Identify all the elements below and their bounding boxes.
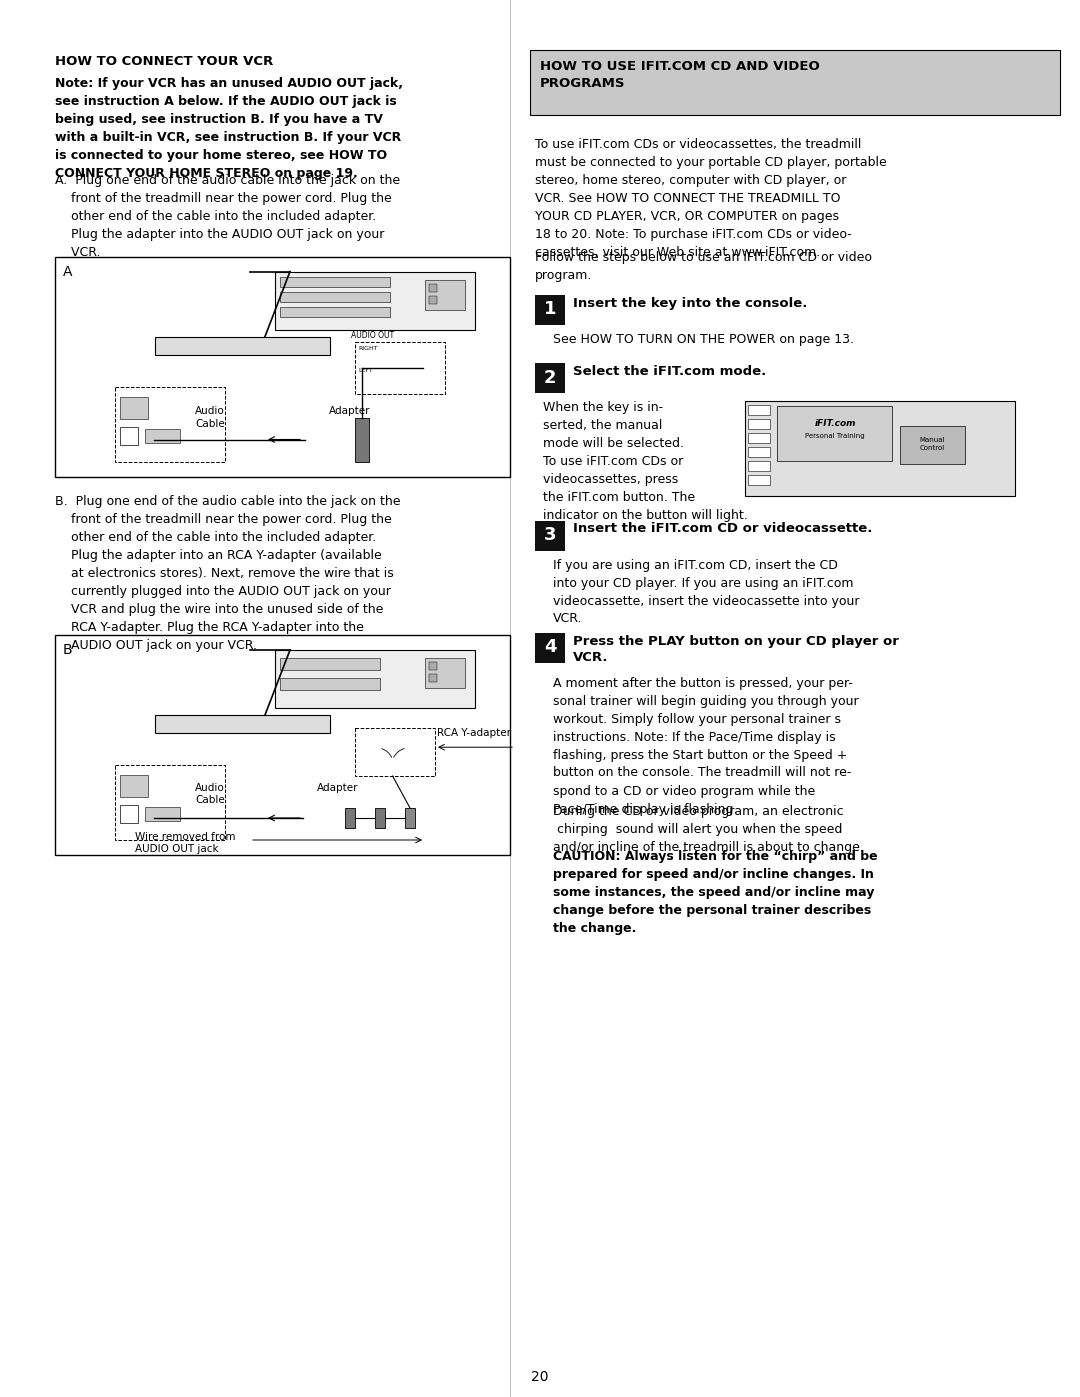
Text: AUDIO OUT: AUDIO OUT xyxy=(351,331,394,341)
Text: Personal Training: Personal Training xyxy=(806,433,865,439)
Bar xyxy=(355,341,445,394)
Bar xyxy=(156,337,330,355)
Circle shape xyxy=(161,394,189,422)
Bar xyxy=(114,766,225,840)
Text: RIGHT: RIGHT xyxy=(357,345,378,351)
Text: Manual
Control: Manual Control xyxy=(919,437,945,450)
Bar xyxy=(426,658,465,687)
Text: If you are using an iFIT.com CD, insert the CD
into your CD player. If you are u: If you are using an iFIT.com CD, insert … xyxy=(553,559,860,626)
Bar xyxy=(535,633,565,662)
Bar xyxy=(426,279,465,310)
Text: 20: 20 xyxy=(531,1370,549,1384)
Text: B: B xyxy=(63,643,72,657)
Text: RCA Y-adapter: RCA Y-adapter xyxy=(437,728,511,738)
Bar xyxy=(280,306,390,317)
Bar xyxy=(535,363,565,393)
Text: Press the PLAY button on your CD player or
VCR.: Press the PLAY button on your CD player … xyxy=(573,634,899,664)
Text: A: A xyxy=(63,264,72,278)
Bar xyxy=(748,405,770,415)
Text: 4: 4 xyxy=(543,638,556,657)
Text: HOW TO USE IFIT.COM CD AND VIDEO
PROGRAMS: HOW TO USE IFIT.COM CD AND VIDEO PROGRAM… xyxy=(540,60,820,89)
Text: During the CD or video program, an electronic
 chirping  sound will alert you wh: During the CD or video program, an elect… xyxy=(553,805,864,854)
Circle shape xyxy=(312,725,328,740)
Text: LEFT: LEFT xyxy=(357,367,373,373)
Bar xyxy=(535,521,565,550)
Bar xyxy=(55,636,510,855)
Text: Audio
Cable: Audio Cable xyxy=(195,407,225,429)
Bar xyxy=(280,277,390,286)
Text: iFIT.com: iFIT.com xyxy=(814,419,855,427)
Circle shape xyxy=(372,738,387,754)
Bar xyxy=(114,387,225,461)
Text: Insert the iFIT.com CD or videocassette.: Insert the iFIT.com CD or videocassette. xyxy=(573,522,873,535)
Bar xyxy=(748,419,770,429)
Bar xyxy=(120,805,138,823)
Text: See HOW TO TURN ON THE POWER on page 13.: See HOW TO TURN ON THE POWER on page 13. xyxy=(553,332,854,345)
Bar xyxy=(120,775,148,798)
Text: B.  Plug one end of the audio cable into the jack on the
    front of the treadm: B. Plug one end of the audio cable into … xyxy=(55,495,401,651)
Text: 2: 2 xyxy=(543,369,556,387)
Text: 3: 3 xyxy=(543,527,556,545)
Bar xyxy=(120,426,138,444)
Text: CAUTION: Always listen for the “chirp” and be
prepared for speed and/or incline : CAUTION: Always listen for the “chirp” a… xyxy=(553,849,878,935)
Bar xyxy=(280,658,380,671)
Bar xyxy=(145,429,180,443)
Text: To use iFIT.com CDs or videocassettes, the treadmill
must be connected to your p: To use iFIT.com CDs or videocassettes, t… xyxy=(535,138,887,258)
Bar xyxy=(900,426,966,464)
Bar xyxy=(429,673,437,682)
Bar xyxy=(777,407,892,461)
Circle shape xyxy=(414,346,432,365)
Bar xyxy=(280,678,380,690)
Text: Follow the steps below to use an iFIT.com CD or video
program.: Follow the steps below to use an iFIT.co… xyxy=(535,251,872,282)
Text: Select the iFIT.com mode.: Select the iFIT.com mode. xyxy=(573,365,766,379)
Circle shape xyxy=(414,370,432,388)
Circle shape xyxy=(157,725,173,740)
Bar xyxy=(748,461,770,471)
Bar xyxy=(355,418,369,461)
Bar xyxy=(429,662,437,671)
Text: Audio
Cable: Audio Cable xyxy=(195,782,225,806)
Circle shape xyxy=(312,346,328,362)
Text: Adapter: Adapter xyxy=(318,782,359,793)
Bar xyxy=(429,284,437,292)
Bar xyxy=(535,295,565,324)
Bar xyxy=(429,296,437,303)
Text: 1: 1 xyxy=(543,300,556,319)
Bar xyxy=(275,271,475,330)
Bar xyxy=(345,807,355,828)
Text: Wire removed from
AUDIO OUT jack: Wire removed from AUDIO OUT jack xyxy=(135,833,235,855)
Bar xyxy=(275,650,475,708)
Bar xyxy=(405,807,415,828)
Circle shape xyxy=(157,346,173,362)
Circle shape xyxy=(399,738,415,754)
Text: A.  Plug one end of the audio cable into the jack on the
    front of the treadm: A. Plug one end of the audio cable into … xyxy=(55,175,400,258)
Bar xyxy=(280,292,390,302)
Text: Insert the key into the console.: Insert the key into the console. xyxy=(573,296,808,310)
Bar xyxy=(55,257,510,476)
Text: Adapter: Adapter xyxy=(329,407,370,416)
Text: Note: If your VCR has an unused AUDIO OUT jack,
see instruction A below. If the : Note: If your VCR has an unused AUDIO OU… xyxy=(55,77,403,180)
Bar xyxy=(748,433,770,443)
Bar xyxy=(355,728,435,775)
Bar xyxy=(120,397,148,419)
Bar xyxy=(748,447,770,457)
Text: HOW TO CONNECT YOUR VCR: HOW TO CONNECT YOUR VCR xyxy=(55,54,273,68)
Circle shape xyxy=(161,773,189,800)
Bar xyxy=(145,807,180,821)
Bar xyxy=(156,715,330,733)
Text: A moment after the button is pressed, your per-
sonal trainer will begin guiding: A moment after the button is pressed, yo… xyxy=(553,676,859,816)
Bar xyxy=(745,401,1015,496)
Bar xyxy=(530,50,1059,115)
Text: When the key is in-
serted, the manual
mode will be selected.
To use iFIT.com CD: When the key is in- serted, the manual m… xyxy=(543,401,747,522)
Bar xyxy=(375,807,384,828)
Bar xyxy=(748,475,770,485)
